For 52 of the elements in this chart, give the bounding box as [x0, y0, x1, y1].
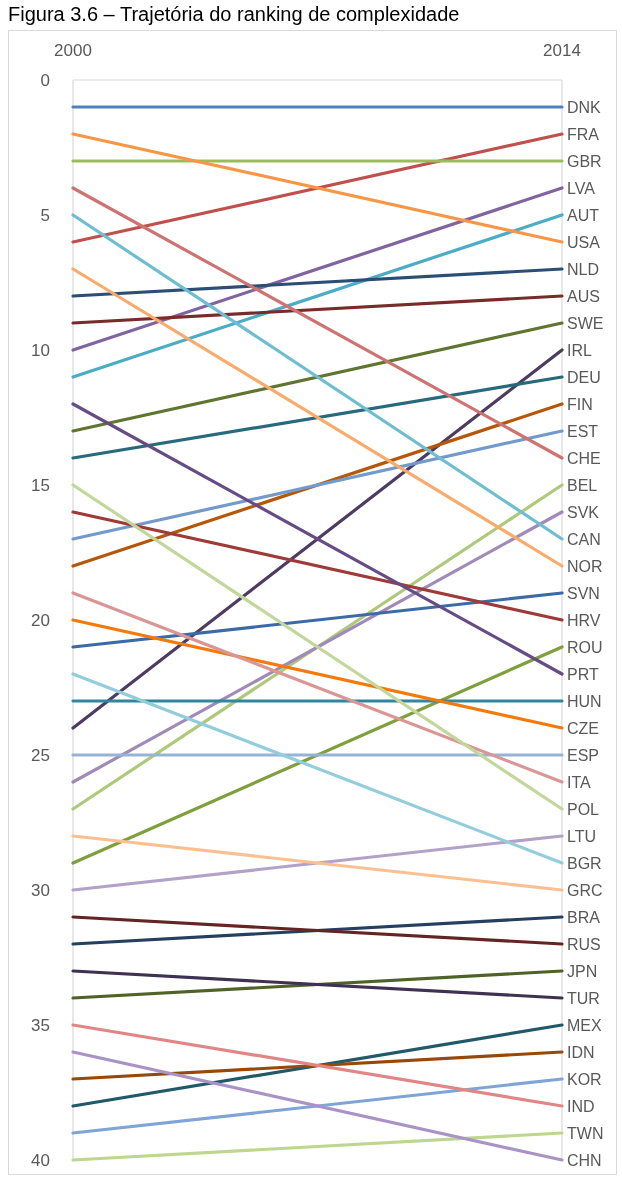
- series-label: LTU: [567, 827, 597, 845]
- y-tick-label: 30: [31, 880, 50, 900]
- x-tick-label: 2000: [54, 41, 92, 60]
- series-label: AUT: [567, 206, 600, 224]
- series-label: IND: [567, 1097, 595, 1115]
- series-label: LVA: [567, 179, 596, 197]
- series-label: CAN: [567, 530, 601, 548]
- series-label: TUR: [567, 989, 600, 1007]
- series-label: BRA: [567, 908, 601, 926]
- series-label: DEU: [567, 368, 601, 386]
- series-label: SWE: [567, 314, 604, 332]
- series-label: SVK: [567, 503, 600, 521]
- series-label: HRV: [567, 611, 601, 629]
- series-label: FIN: [567, 395, 593, 413]
- series-label: IRL: [567, 341, 592, 359]
- series-label: SVN: [567, 584, 600, 602]
- y-tick-label: 20: [31, 610, 50, 630]
- series-label: CZE: [567, 719, 599, 737]
- y-tick-label: 15: [31, 475, 50, 495]
- series-label: PRT: [567, 665, 599, 683]
- series-label: BGR: [567, 854, 602, 872]
- series-label: EST: [567, 422, 599, 440]
- series-label: CHE: [567, 449, 601, 467]
- series-label: IDN: [567, 1043, 595, 1061]
- y-tick-label: 35: [31, 1015, 50, 1035]
- series-label: ESP: [567, 746, 600, 764]
- series-label: GBR: [567, 152, 602, 170]
- series-label: TWN: [567, 1124, 604, 1142]
- series-label: NOR: [567, 557, 603, 575]
- series-label: GRC: [567, 881, 603, 899]
- series-label: NLD: [567, 260, 600, 278]
- series-label: RUS: [567, 935, 601, 953]
- y-tick-label: 25: [31, 745, 50, 765]
- series-label: USA: [567, 233, 601, 251]
- series-label: CHN: [567, 1151, 602, 1169]
- series-label: MEX: [567, 1016, 602, 1034]
- x-tick-label: 2014: [543, 41, 581, 60]
- series-label: POL: [567, 800, 600, 818]
- y-tick-label: 5: [40, 205, 50, 225]
- series-label: DNK: [567, 98, 602, 116]
- series-label: ROU: [567, 638, 603, 656]
- series-label: ITA: [567, 773, 592, 791]
- y-tick-label: 40: [31, 1150, 50, 1170]
- y-tick-label: 0: [40, 70, 50, 90]
- series-label: FRA: [567, 125, 600, 143]
- chart-title: Figura 3.6 – Trajetória do ranking de complexidade: [8, 3, 460, 25]
- series-label: HUN: [567, 692, 602, 710]
- y-tick-label: 10: [31, 340, 50, 360]
- series-label: KOR: [567, 1070, 602, 1088]
- series-label: JPN: [567, 962, 598, 980]
- series-label: AUS: [567, 287, 600, 305]
- series-label: BEL: [567, 476, 598, 494]
